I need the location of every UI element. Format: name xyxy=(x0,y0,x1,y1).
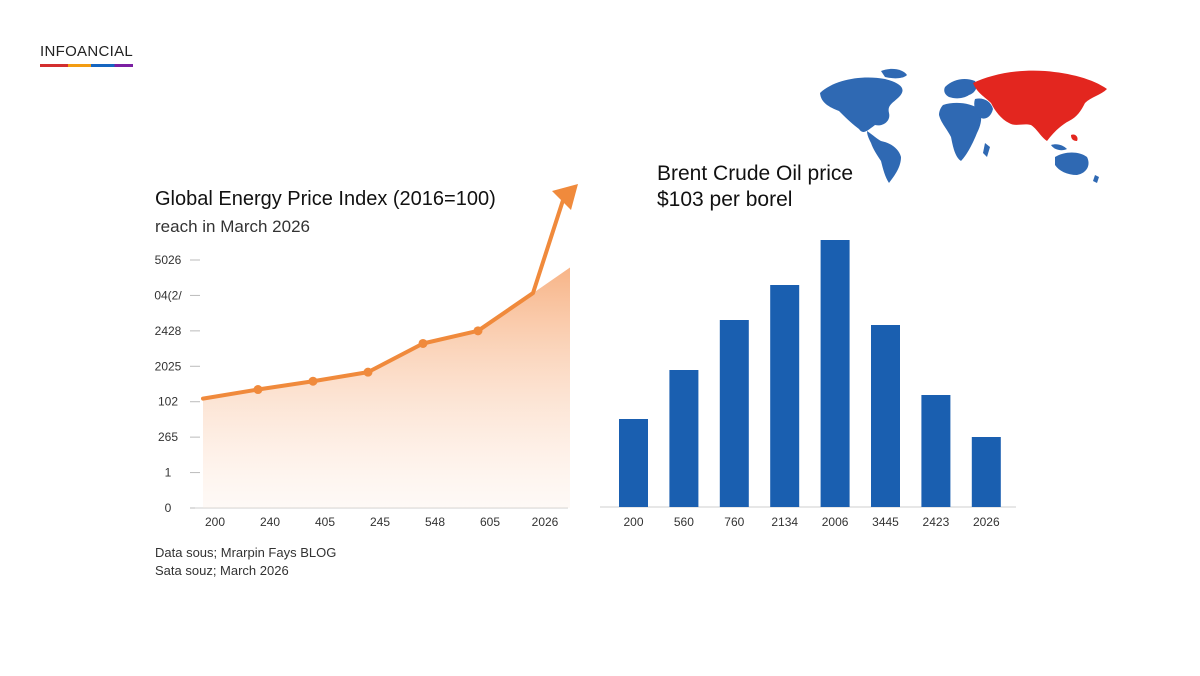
x-tick-label: 2026 xyxy=(532,515,559,529)
line-chart-subtitle: reach in March 2026 xyxy=(155,217,310,236)
x-tick-label: 245 xyxy=(370,515,390,529)
bar xyxy=(871,325,900,507)
x-tick-label: 560 xyxy=(674,515,694,529)
bar xyxy=(820,240,850,507)
brand-logo: INFOANCIAL xyxy=(40,43,134,60)
x-tick-label: 2026 xyxy=(973,515,1000,529)
y-tick-label: 5026 xyxy=(155,253,182,267)
data-point xyxy=(253,385,263,395)
bar-chart-title: Brent Crude Oil price xyxy=(657,162,854,185)
source-line-1: Data sous; Mrarpin Fays BLOG xyxy=(155,545,337,560)
x-tick-label: 3445 xyxy=(872,515,899,529)
series-line xyxy=(201,192,567,401)
x-tick-label: 2423 xyxy=(923,515,950,529)
data-point xyxy=(473,326,483,336)
area-fill xyxy=(203,267,570,508)
bar xyxy=(770,285,800,507)
y-tick-label: 2428 xyxy=(155,324,182,338)
data-point xyxy=(363,367,373,377)
arrow-up-right-icon xyxy=(552,184,578,210)
bar xyxy=(669,370,699,507)
bar xyxy=(719,320,749,507)
x-tick-label: 605 xyxy=(480,515,500,529)
bar xyxy=(971,437,1001,507)
source-line-2: Sata souz; March 2026 xyxy=(155,563,289,578)
world-map-icon xyxy=(820,68,1107,183)
x-tick-label: 2134 xyxy=(771,515,798,529)
brand-underline xyxy=(40,64,133,67)
x-tick-label: 200 xyxy=(623,515,643,529)
y-tick-label: 1 xyxy=(165,466,172,480)
y-tick-label: 04(2/ xyxy=(154,288,182,302)
y-tick-label: 102 xyxy=(158,395,178,409)
x-tick-label: 240 xyxy=(260,515,280,529)
x-tick-label: 200 xyxy=(205,515,225,529)
x-tick-label: 2006 xyxy=(822,515,849,529)
x-tick-label: 548 xyxy=(425,515,445,529)
y-tick-label: 0 xyxy=(165,501,172,515)
x-tick-label: 405 xyxy=(315,515,335,529)
data-point xyxy=(308,376,318,386)
y-tick-label: 265 xyxy=(158,430,178,444)
energy-index-line-chart: 5026 04(2/2428 2025 102 265 1 0 200 240 405 245 548… xyxy=(154,184,578,529)
y-tick-label: 2025 xyxy=(155,359,182,373)
bar xyxy=(619,419,648,507)
line-chart-title: Global Energy Price Index (2016=100) xyxy=(155,188,496,210)
bar xyxy=(921,395,951,507)
bar-chart-subtitle: $103 per borel xyxy=(657,188,793,211)
x-tick-label: 760 xyxy=(724,515,744,529)
brent-bar-chart: 200 560 760 2134 2006 3445 2423 2026 xyxy=(600,240,1016,529)
data-point xyxy=(418,338,428,348)
